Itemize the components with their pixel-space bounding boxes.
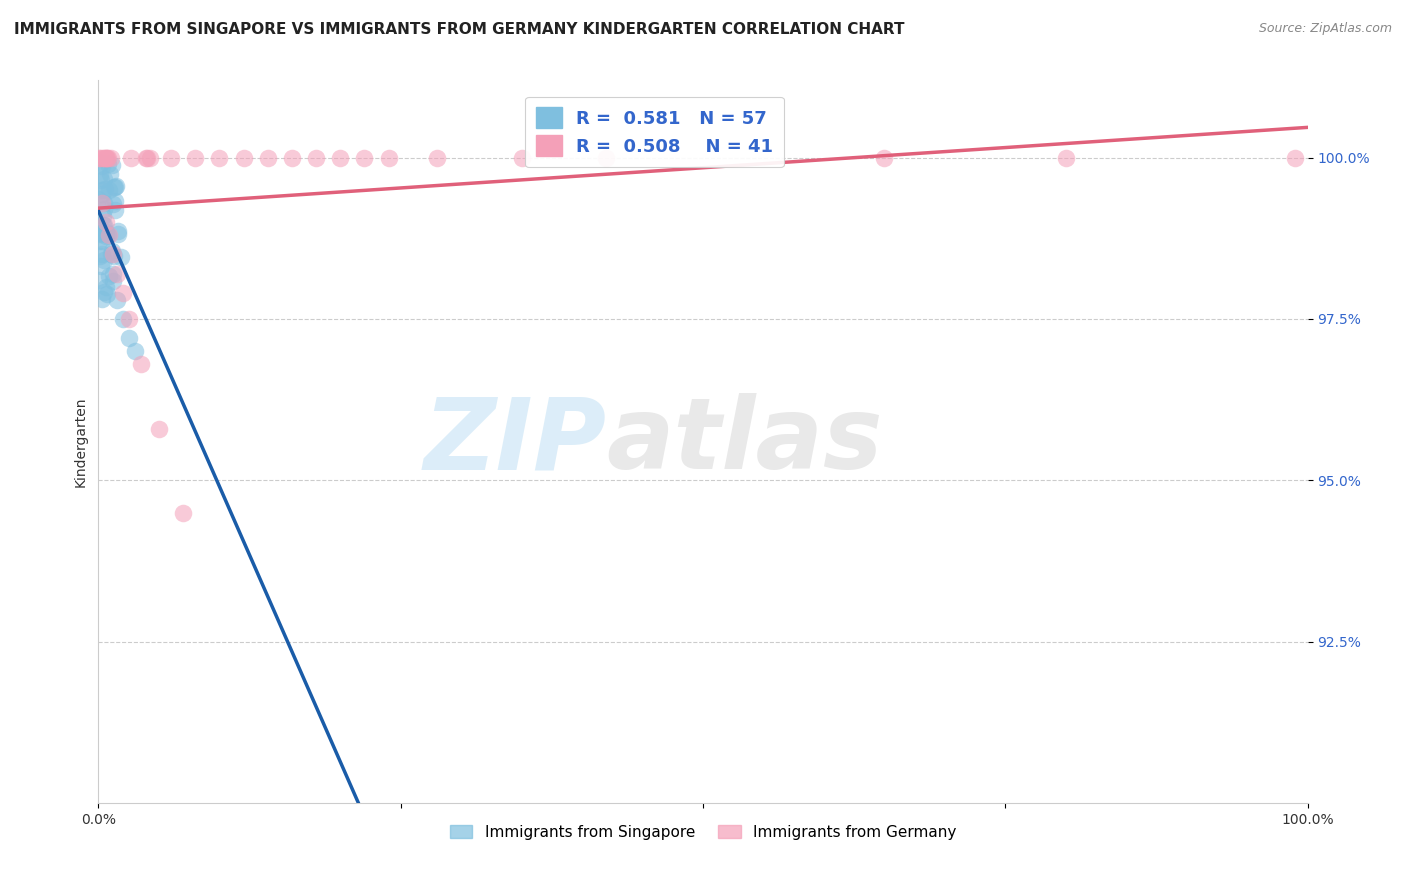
Point <box>101 159 124 173</box>
Point <box>111 312 134 326</box>
Point <box>353 151 375 165</box>
Point <box>93 151 115 165</box>
Point <box>89 227 111 241</box>
Point <box>120 151 142 165</box>
Point <box>160 151 183 165</box>
Point <box>91 151 114 165</box>
Point <box>148 422 170 436</box>
Point <box>87 234 110 248</box>
Point <box>98 228 121 243</box>
Point <box>135 151 157 165</box>
Point <box>91 187 114 202</box>
Text: atlas: atlas <box>606 393 883 490</box>
Point <box>90 159 112 173</box>
Point <box>118 331 141 345</box>
Point <box>426 151 449 165</box>
Point <box>129 357 152 371</box>
Point <box>94 215 117 229</box>
Point <box>91 183 114 197</box>
Point <box>118 312 141 326</box>
Point <box>232 151 254 165</box>
Point <box>93 195 115 210</box>
Point <box>172 506 194 520</box>
Point <box>94 229 117 244</box>
Point <box>105 267 128 281</box>
Point <box>104 179 127 194</box>
Point <box>256 151 278 165</box>
Point <box>94 225 117 239</box>
Point <box>89 151 111 165</box>
Point <box>101 244 124 258</box>
Point <box>97 269 120 284</box>
Point <box>103 274 125 288</box>
Point <box>281 151 304 165</box>
Point <box>873 151 896 165</box>
Point <box>136 151 159 165</box>
Text: IMMIGRANTS FROM SINGAPORE VS IMMIGRANTS FROM GERMANY KINDERGARTEN CORRELATION CH: IMMIGRANTS FROM SINGAPORE VS IMMIGRANTS … <box>14 22 904 37</box>
Point <box>101 247 124 261</box>
Text: Source: ZipAtlas.com: Source: ZipAtlas.com <box>1258 22 1392 36</box>
Point <box>96 151 118 165</box>
Point <box>90 259 112 273</box>
Point <box>97 151 120 165</box>
Point <box>305 151 328 165</box>
Point <box>93 219 115 233</box>
Point <box>96 151 118 165</box>
Point <box>105 293 128 307</box>
Point <box>87 218 110 232</box>
Point <box>97 228 120 243</box>
Point <box>91 234 114 248</box>
Legend: Immigrants from Singapore, Immigrants from Germany: Immigrants from Singapore, Immigrants fr… <box>443 819 963 846</box>
Point <box>208 151 231 165</box>
Point <box>104 179 127 194</box>
Point <box>94 182 117 196</box>
Point <box>124 344 146 359</box>
Point <box>103 179 125 194</box>
Point <box>90 155 112 169</box>
Point <box>89 226 111 240</box>
Point <box>91 246 114 260</box>
Point <box>97 183 120 197</box>
Point <box>1054 151 1077 165</box>
Point <box>104 202 127 217</box>
Point <box>91 293 114 307</box>
Point <box>329 151 352 165</box>
Point <box>94 151 117 165</box>
Point <box>93 202 115 217</box>
Point <box>98 167 121 181</box>
Point <box>107 224 129 238</box>
Point <box>510 151 533 165</box>
Point <box>93 172 115 186</box>
Point <box>101 267 124 281</box>
Point <box>111 286 134 301</box>
Point <box>184 151 207 165</box>
Point <box>91 209 114 223</box>
Point <box>89 249 111 263</box>
Point <box>377 151 399 165</box>
Point <box>139 151 162 165</box>
Point <box>91 219 114 233</box>
Point <box>100 247 122 261</box>
Point <box>100 151 122 165</box>
Point <box>101 197 124 211</box>
Point <box>1284 151 1306 165</box>
Point <box>104 194 127 208</box>
Text: ZIP: ZIP <box>423 393 606 490</box>
Point <box>89 151 111 165</box>
Point <box>91 195 114 210</box>
Point <box>595 151 617 165</box>
Point <box>96 286 118 301</box>
Point <box>94 279 117 293</box>
Point <box>87 273 110 287</box>
Point <box>90 173 112 187</box>
Point <box>110 250 132 264</box>
Point <box>93 253 115 268</box>
Point <box>93 285 115 299</box>
Point <box>107 227 129 242</box>
Point <box>87 192 110 206</box>
Point <box>103 249 125 263</box>
Point <box>89 169 111 183</box>
Point <box>97 157 120 171</box>
Y-axis label: Kindergarten: Kindergarten <box>73 396 87 487</box>
